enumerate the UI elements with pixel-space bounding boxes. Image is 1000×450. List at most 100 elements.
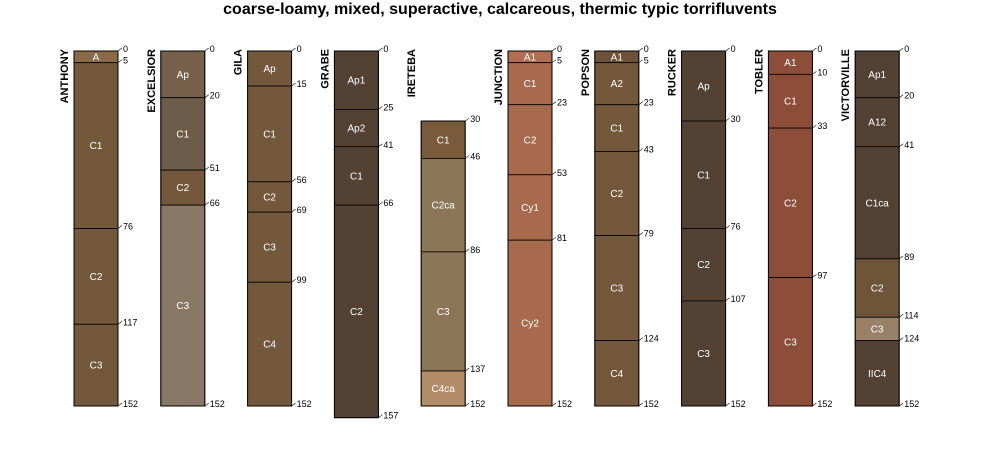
horizon-label: C2ca — [432, 201, 456, 212]
horizon-label: C4ca — [432, 384, 456, 395]
horizon-label: C2 — [263, 192, 276, 203]
horizon-label: Ap — [263, 64, 276, 75]
horizon-band — [854, 97, 900, 148]
horizon-band — [247, 181, 293, 213]
horizon-label: C2 — [871, 284, 884, 295]
profile-name-label: GRABE — [319, 49, 331, 89]
depth-tick — [812, 402, 817, 407]
depth-label: 89 — [904, 252, 914, 262]
horizon-label: C3 — [784, 337, 797, 348]
depth-label: 0 — [557, 44, 562, 54]
depth-tick — [117, 47, 123, 52]
depth-label: 117 — [123, 317, 137, 327]
horizon-label: C3 — [610, 284, 623, 295]
depth-tick — [551, 101, 557, 105]
depth-tick — [117, 225, 123, 229]
depth-label: 0 — [383, 44, 388, 54]
horizon-label: C4 — [610, 369, 623, 380]
profile-outline — [507, 50, 553, 407]
horizon-label: C1 — [524, 79, 537, 90]
depth-tick — [812, 274, 817, 278]
depth-tick — [899, 314, 904, 318]
horizon-label: C4 — [263, 340, 276, 351]
depth-label: 10 — [817, 67, 827, 77]
depth-label: 0 — [297, 44, 302, 54]
depth-label: 41 — [383, 140, 393, 150]
profile-outline — [247, 50, 293, 407]
depth-label: 20 — [210, 91, 220, 101]
horizon-label: IIC4 — [868, 369, 887, 380]
horizon-band — [507, 174, 553, 241]
depth-tick — [204, 201, 209, 206]
depth-tick — [899, 337, 904, 341]
profile-junction: JUNCTION A1 C1 C2 Cy1 Cy2 0 5 23 53 81 152 — [493, 44, 572, 409]
depth-label: 69 — [297, 205, 307, 215]
profile-popson: POPSON A1 A2 C1 C2 C3 C4 0 5 23 43 79 124 152 — [580, 44, 659, 409]
depth-label: 137 — [470, 364, 485, 374]
horizon-label: C3 — [176, 301, 189, 312]
horizon-label: Cy1 — [521, 203, 539, 214]
profile-outline — [333, 50, 379, 419]
horizon-band — [854, 258, 900, 318]
depth-tick — [378, 47, 383, 52]
depth-label: 152 — [470, 399, 485, 409]
horizon-label: C1 — [176, 129, 189, 140]
depth-tick — [899, 143, 904, 147]
depth-label: 76 — [731, 222, 741, 232]
horizon-band — [594, 340, 640, 407]
horizon-label: Ap1 — [348, 76, 366, 87]
depth-tick — [204, 47, 209, 52]
depth-tick — [638, 148, 643, 152]
profile-outline — [420, 120, 466, 407]
horizon-band — [854, 340, 900, 407]
horizon-band — [507, 104, 553, 176]
depth-tick — [638, 232, 643, 236]
profile-excelsior: EXCELSIOR Ap C1 C2 C3 0 20 51 66 152 — [146, 44, 225, 409]
depth-label: 124 — [644, 334, 659, 344]
depth-tick — [465, 402, 470, 407]
depth-label: 15 — [297, 79, 307, 89]
depth-tick — [812, 47, 817, 52]
horizon-band — [333, 50, 379, 110]
horizon-label: C1 — [784, 97, 797, 108]
horizon-label: C3 — [697, 349, 710, 360]
depth-label: 30 — [470, 114, 480, 124]
depth-label: 124 — [904, 334, 919, 344]
horizon-band — [854, 50, 900, 99]
depth-label: 23 — [557, 98, 567, 108]
horizon-band — [594, 104, 640, 152]
depth-tick — [638, 402, 643, 407]
depth-tick — [378, 143, 383, 147]
depth-label: 81 — [557, 233, 567, 243]
depth-tick — [638, 101, 643, 105]
profile-victorville: VICTORVILLE Ap1 A12 C1ca C2 C3 IIC4 0 20 41 89 114 1… — [840, 44, 919, 409]
horizon-label: Ap — [177, 70, 190, 81]
figure-title: coarse-loamy, mixed, superactive, calcar… — [223, 1, 777, 18]
depth-tick — [465, 155, 470, 159]
depth-tick — [638, 337, 643, 341]
horizon-label: C1 — [350, 171, 363, 182]
depth-label: 20 — [904, 91, 914, 101]
depth-label: 53 — [557, 168, 567, 178]
horizon-band — [247, 211, 293, 283]
depth-tick — [899, 255, 904, 260]
profile-name-label: EXCELSIOR — [146, 49, 158, 113]
horizon-label: C2 — [697, 260, 710, 271]
depth-label: 99 — [297, 275, 307, 285]
depth-label: 30 — [731, 114, 741, 124]
depth-tick — [638, 59, 643, 63]
depth-tick — [291, 178, 296, 183]
depth-label: 152 — [731, 399, 746, 409]
depth-label: 152 — [297, 399, 312, 409]
depth-label: 25 — [383, 102, 393, 112]
depth-tick — [465, 248, 470, 253]
depth-label: 0 — [817, 44, 822, 54]
depth-tick — [378, 414, 383, 418]
depth-tick — [551, 171, 557, 176]
depth-label: 23 — [644, 98, 654, 108]
depth-label: 152 — [904, 399, 919, 409]
depth-tick — [725, 117, 730, 122]
horizon-band — [594, 235, 640, 342]
depth-label: 152 — [123, 399, 138, 409]
horizon-label: C3 — [90, 361, 103, 372]
